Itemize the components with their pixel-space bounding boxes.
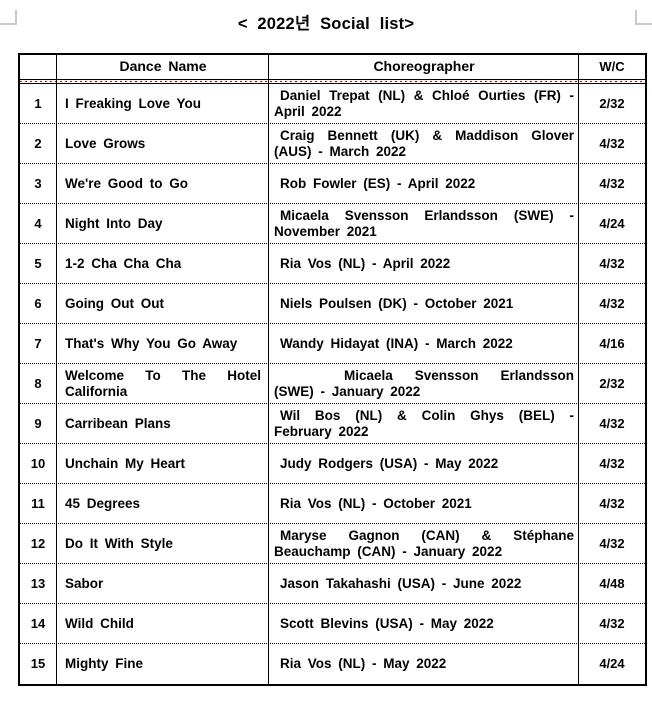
table-row: 12 Do It With Style Maryse Gagnon (CAN) … bbox=[20, 524, 645, 564]
choreographer-cell: Niels Poulsen (DK) - October 2021 bbox=[269, 284, 579, 323]
choreographer-cell: Jason Takahashi (USA) - June 2022 bbox=[269, 564, 579, 603]
dance-name-cell: We're Good to Go bbox=[57, 164, 269, 203]
wc-cell: 4/32 bbox=[599, 495, 625, 511]
table-row: 14 Wild Child Scott Blevins (USA) - May … bbox=[20, 604, 645, 644]
table-row: 13 Sabor Jason Takahashi (USA) - June 20… bbox=[20, 564, 645, 604]
wc-cell: 4/32 bbox=[599, 175, 625, 191]
wc-cell: 4/48 bbox=[599, 575, 625, 591]
choreographer-cell: Ria Vos (NL) - April 2022 bbox=[269, 244, 579, 283]
row-number-cell: 3 bbox=[20, 164, 57, 203]
choreographer-cell: Judy Rodgers (USA) - May 2022 bbox=[269, 444, 579, 483]
dance-name-cell: Night Into Day bbox=[57, 204, 269, 243]
table-row: 8 Welcome To The Hotel California Micael… bbox=[20, 364, 645, 404]
wc-cell: 2/32 bbox=[599, 375, 625, 391]
dance-name-cell: Unchain My Heart bbox=[57, 444, 269, 483]
table-row: 2 Love Grows Craig Bennett (UK) & Maddis… bbox=[20, 124, 645, 164]
wc-cell: 4/32 bbox=[599, 135, 625, 151]
table-row: 1 I Freaking Love You Daniel Trepat (NL)… bbox=[20, 84, 645, 124]
page-title: < 2022년 Social list> bbox=[237, 15, 415, 33]
wc-cell: 4/24 bbox=[599, 656, 625, 672]
choreographer-cell: Wandy Hidayat (INA) - March 2022 bbox=[269, 324, 579, 363]
dance-name-cell: I Freaking Love You bbox=[57, 84, 269, 123]
row-number-cell: 13 bbox=[20, 564, 57, 603]
row-number-cell: 2 bbox=[20, 124, 57, 163]
row-number-cell: 1 bbox=[20, 84, 57, 123]
choreographer-cell: Micaela Svensson Erlandsson (SWE) - Nove… bbox=[269, 204, 579, 243]
row-number-cell: 9 bbox=[20, 404, 57, 443]
table-row: 7 That's Why You Go Away Wandy Hidayat (… bbox=[20, 324, 645, 364]
dance-name-cell: Do It With Style bbox=[57, 524, 269, 563]
table-row: 6 Going Out Out Niels Poulsen (DK) - Oct… bbox=[20, 284, 645, 324]
table-row: 5 1-2 Cha Cha Cha Ria Vos (NL) - April 2… bbox=[20, 244, 645, 284]
row-number-cell: 14 bbox=[20, 604, 57, 643]
header-cell-choreographer: Choreographer bbox=[269, 55, 579, 79]
dance-name-cell: Welcome To The Hotel California bbox=[57, 364, 269, 403]
row-number-cell: 12 bbox=[20, 524, 57, 563]
row-number-cell: 5 bbox=[20, 244, 57, 283]
table-row: 9 Carribean Plans Wil Bos (NL) & Colin G… bbox=[20, 404, 645, 444]
dance-name-cell: That's Why You Go Away bbox=[57, 324, 269, 363]
choreographer-cell: Rob Fowler (ES) - April 2022 bbox=[269, 164, 579, 203]
dance-name-cell: Love Grows bbox=[57, 124, 269, 163]
choreographer-cell: Micaela Svensson Erlandsson (SWE) - Janu… bbox=[269, 364, 579, 403]
wc-cell: 4/32 bbox=[599, 295, 625, 311]
dance-name-cell: Going Out Out bbox=[57, 284, 269, 323]
document-page: < 2022년 Social list> Dance Name Choreogr… bbox=[0, 10, 652, 686]
page-margin-mark-top-left bbox=[0, 10, 17, 25]
dance-name-cell: Wild Child bbox=[57, 604, 269, 643]
header-cell-number bbox=[20, 55, 57, 79]
choreographer-cell: Maryse Gagnon (CAN) & Stéphane Beauchamp… bbox=[269, 524, 579, 563]
dance-name-cell: 1-2 Cha Cha Cha bbox=[57, 244, 269, 283]
header-divider-line bbox=[20, 79, 645, 84]
choreographer-cell: Ria Vos (NL) - October 2021 bbox=[269, 484, 579, 523]
table-header-row: Dance Name Choreographer W/C bbox=[20, 55, 645, 79]
wc-cell: 4/32 bbox=[599, 255, 625, 271]
row-number-cell: 10 bbox=[20, 444, 57, 483]
row-number-cell: 11 bbox=[20, 484, 57, 523]
wc-cell: 2/32 bbox=[599, 95, 625, 111]
dance-name-cell: Mighty Fine bbox=[57, 644, 269, 684]
table-row: 15 Mighty Fine Ria Vos (NL) - May 2022 4… bbox=[20, 644, 645, 684]
table-row: 10 Unchain My Heart Judy Rodgers (USA) -… bbox=[20, 444, 645, 484]
wc-cell: 4/32 bbox=[599, 535, 625, 551]
header-cell-wc: W/C bbox=[599, 59, 625, 75]
choreographer-cell: Ria Vos (NL) - May 2022 bbox=[269, 644, 579, 684]
wc-cell: 4/32 bbox=[599, 455, 625, 471]
table-row: 11 45 Degrees Ria Vos (NL) - October 202… bbox=[20, 484, 645, 524]
row-number-cell: 15 bbox=[20, 644, 57, 684]
row-number-cell: 4 bbox=[20, 204, 57, 243]
page-margin-mark-top-right bbox=[635, 10, 652, 25]
table-body: 1 I Freaking Love You Daniel Trepat (NL)… bbox=[20, 84, 645, 684]
wc-cell: 4/24 bbox=[599, 215, 625, 231]
table-row: 3 We're Good to Go Rob Fowler (ES) - Apr… bbox=[20, 164, 645, 204]
social-list-table: Dance Name Choreographer W/C 1 I Freakin… bbox=[18, 53, 647, 686]
dance-name-cell: Carribean Plans bbox=[57, 404, 269, 443]
wc-cell: 4/32 bbox=[599, 415, 625, 431]
row-number-cell: 6 bbox=[20, 284, 57, 323]
row-number-cell: 8 bbox=[20, 364, 57, 403]
choreographer-cell: Scott Blevins (USA) - May 2022 bbox=[269, 604, 579, 643]
row-number-cell: 7 bbox=[20, 324, 57, 363]
choreographer-cell: Wil Bos (NL) & Colin Ghys (BEL) - Februa… bbox=[269, 404, 579, 443]
header-cell-dance-name: Dance Name bbox=[57, 55, 269, 79]
table-row: 4 Night Into Day Micaela Svensson Erland… bbox=[20, 204, 645, 244]
wc-cell: 4/32 bbox=[599, 615, 625, 631]
choreographer-cell: Daniel Trepat (NL) & Chloé Ourties (FR) … bbox=[269, 84, 579, 123]
dance-name-cell: 45 Degrees bbox=[57, 484, 269, 523]
choreographer-cell: Craig Bennett (UK) & Maddison Glover (AU… bbox=[269, 124, 579, 163]
dance-name-cell: Sabor bbox=[57, 564, 269, 603]
wc-cell: 4/16 bbox=[599, 335, 625, 351]
